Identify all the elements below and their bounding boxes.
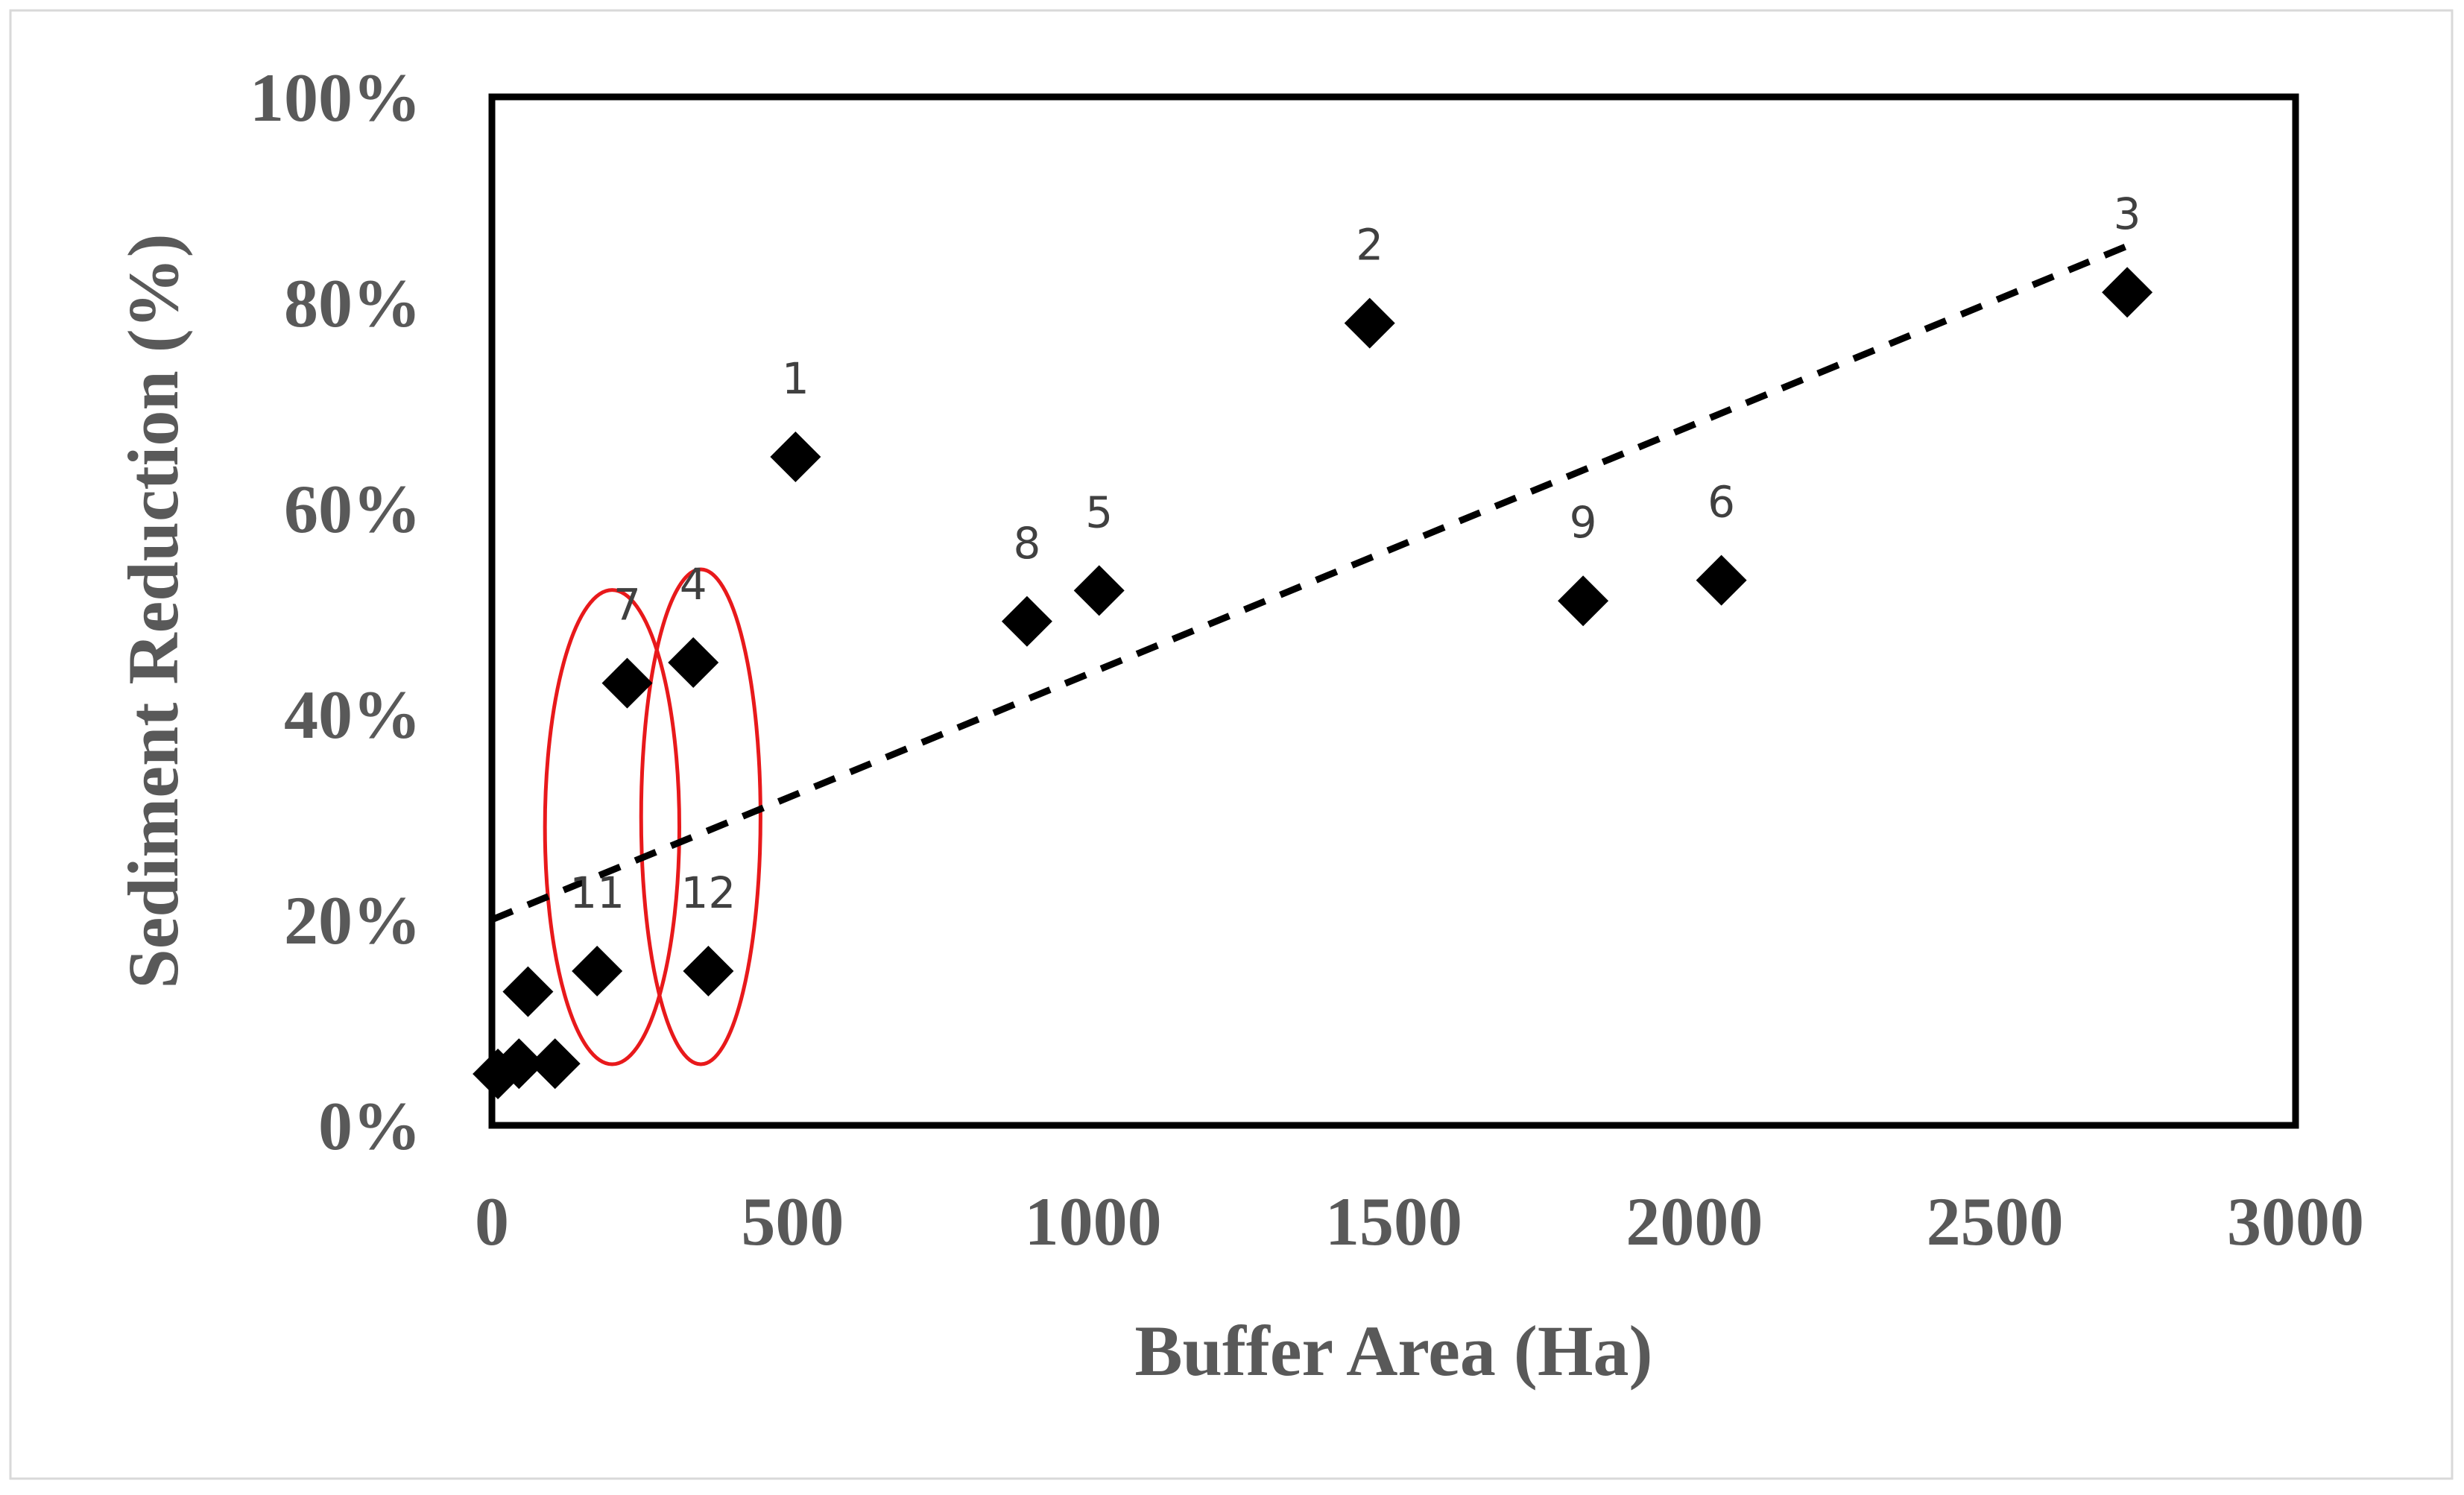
- plot-area-frame: [488, 93, 2299, 1129]
- data-point-marker: [601, 657, 653, 709]
- x-tick-label: 3000: [2227, 1183, 2364, 1259]
- point-label: 11: [569, 867, 625, 918]
- x-tick-label: 2500: [1927, 1183, 2064, 1259]
- data-point-marker: [1001, 595, 1052, 647]
- point-label: 1: [782, 353, 809, 404]
- point-label: 12: [680, 867, 736, 918]
- y-tick-label: 0%: [318, 1088, 421, 1164]
- data-point-marker: [2102, 267, 2153, 318]
- highlight-ellipses: [543, 567, 762, 1066]
- point-label: 6: [1708, 477, 1735, 528]
- data-point-marker: [1696, 554, 1747, 606]
- trendline-layer: [490, 242, 2129, 923]
- point-label: 8: [1013, 518, 1040, 569]
- x-tick-label: 1000: [1025, 1183, 1162, 1259]
- y-tick-label: 60%: [284, 471, 421, 547]
- data-point-marker: [502, 966, 554, 1017]
- x-axis-ticks: 0 500 1000 1500 2000 2500 3000: [475, 1183, 2364, 1259]
- data-point-marker: [668, 637, 719, 688]
- point-label: 3: [2114, 189, 2141, 239]
- point-label: 2: [1356, 220, 1383, 271]
- data-points: [473, 267, 2153, 1099]
- y-axis-ticks: 0% 20% 40% 60% 80% 100%: [250, 60, 421, 1164]
- y-tick-label: 100%: [250, 60, 421, 136]
- point-label: 4: [680, 559, 707, 610]
- x-tick-label: 2000: [1626, 1183, 1763, 1259]
- data-point-marker: [770, 432, 821, 482]
- highlight-ellipse: [639, 567, 762, 1066]
- y-axis-title: Sediment Reduction (%): [113, 233, 193, 988]
- x-tick-label: 1500: [1325, 1183, 1462, 1259]
- point-label: 5: [1085, 487, 1113, 537]
- y-tick-label: 40%: [284, 677, 421, 753]
- data-point-marker: [1344, 297, 1395, 349]
- y-tick-label: 80%: [284, 265, 421, 341]
- x-axis-title: Buffer Area (Ha): [1135, 1311, 1653, 1391]
- data-point-marker: [683, 946, 734, 996]
- x-tick-label: 0: [475, 1183, 509, 1259]
- point-label: 9: [1570, 497, 1597, 548]
- data-point-marker: [1558, 575, 1609, 627]
- data-point-marker: [529, 1038, 581, 1090]
- data-point-marker: [493, 1038, 545, 1090]
- highlight-ellipse: [543, 588, 681, 1066]
- trendline: [490, 242, 2129, 923]
- y-tick-label: 20%: [284, 882, 421, 958]
- point-label: 7: [613, 580, 641, 630]
- data-point-marker: [1073, 565, 1125, 616]
- chart-outer-border: [9, 9, 2454, 1480]
- x-tick-label: 500: [741, 1183, 844, 1259]
- data-point-marker: [572, 946, 623, 996]
